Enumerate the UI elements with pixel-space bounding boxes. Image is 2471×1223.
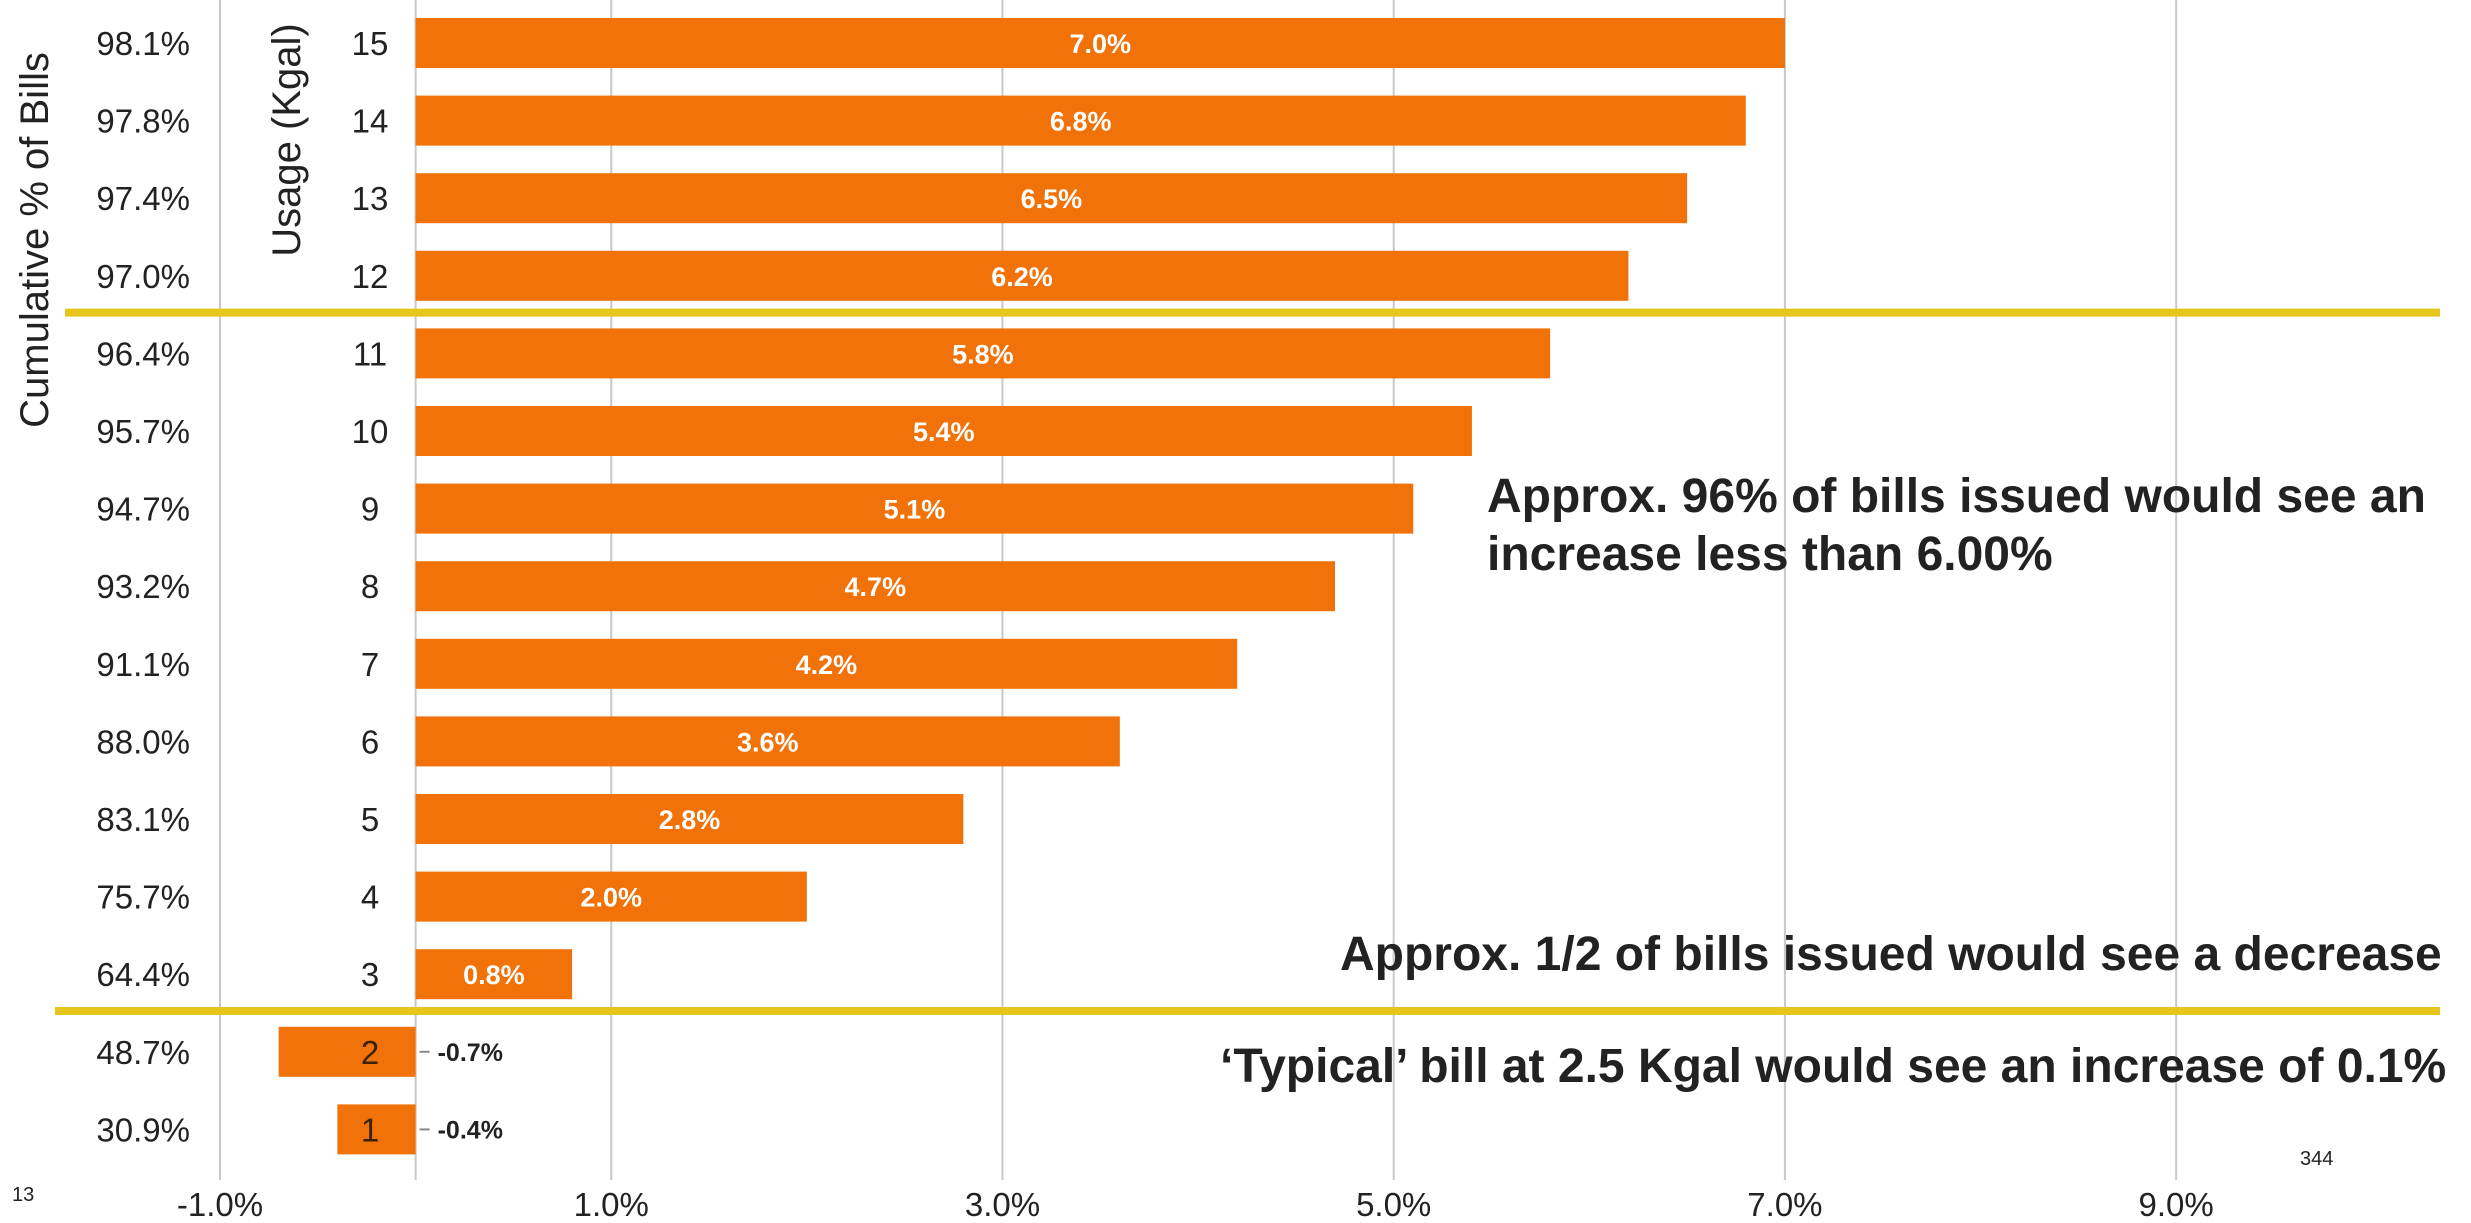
cumulative-pct-label: 94.7% [96, 491, 190, 528]
annotation-96-line2: increase less than 6.00% [1487, 528, 2053, 581]
usage-label: 12 [352, 258, 389, 295]
cumulative-pct-label: 97.0% [96, 258, 190, 295]
usage-label: 1 [361, 1111, 379, 1148]
labels: -1.0% 1.0% 3.0% 5.0% 7.0% 9.0%98.1% 15 7.0%97.8… [96, 25, 2213, 1223]
bar [415, 328, 1551, 379]
cumulative-pct-label: 95.7% [96, 413, 190, 450]
cumulative-pct-label: 97.8% [96, 103, 190, 140]
bars [278, 18, 1785, 1155]
usage-label: 11 [353, 335, 387, 372]
x-tick-label: 1.0% [574, 1186, 649, 1223]
bar [278, 1026, 416, 1077]
usage-axis-title: Usage (Kgal) [265, 23, 309, 256]
x-tick-label: 3.0% [965, 1186, 1040, 1223]
value-label: -0.7% [438, 1039, 503, 1067]
cumulative-pct-label: 83.1% [96, 801, 190, 838]
usage-label: 14 [352, 103, 389, 140]
cumulative-pct-label: 64.4% [96, 956, 190, 993]
x-tick-label: 7.0% [1747, 1186, 1822, 1223]
cumulative-pct-label: 93.2% [96, 568, 190, 605]
usage-label: 9 [361, 491, 379, 528]
usage-label: 2 [361, 1034, 379, 1071]
annotation-96-line1: Approx. 96% of bills issued would see an [1487, 470, 2426, 523]
usage-label: 6 [361, 723, 379, 760]
value-label: 0.8% [463, 960, 525, 990]
annotation-half-decrease: Approx. 1/2 of bills issued would see a … [1340, 928, 2442, 981]
cumulative-pct-label: 75.7% [96, 879, 190, 916]
value-label: 2.8% [659, 805, 721, 835]
cumulative-pct-label: 98.1% [96, 25, 190, 62]
bar [415, 250, 1629, 301]
usage-label: 4 [361, 879, 379, 916]
value-label: 7.0% [1069, 29, 1131, 59]
cumulative-pct-label: 48.7% [96, 1034, 190, 1071]
value-label: -0.4% [438, 1116, 503, 1144]
bar [415, 406, 1472, 456]
bar [415, 95, 1746, 146]
cumulative-pct-label: 88.0% [96, 723, 190, 760]
usage-label: 15 [352, 25, 389, 62]
value-label: 6.5% [1021, 184, 1083, 214]
bar [337, 1104, 416, 1155]
bar [415, 716, 1120, 767]
value-label: 4.7% [845, 572, 907, 602]
usage-label: 7 [361, 646, 379, 683]
bar [415, 561, 1336, 612]
value-label: 5.1% [884, 495, 946, 525]
x-tick-label: -1.0% [177, 1186, 263, 1223]
bar [415, 871, 807, 922]
value-label: 5.4% [913, 417, 975, 447]
usage-label: 13 [352, 180, 389, 217]
x-tick-label: 9.0% [2139, 1186, 2214, 1223]
value-label: 2.0% [580, 883, 642, 913]
x-tick-label: 5.0% [1356, 1186, 1431, 1223]
cumulative-pct-label: 96.4% [96, 335, 190, 372]
usage-label: 8 [361, 568, 379, 605]
page-number-left: 13 [12, 1184, 35, 1206]
annotation-typical-bill: ‘Typical’ bill at 2.5 Kgal would see an … [1220, 1040, 2447, 1093]
value-label: 6.2% [991, 262, 1053, 292]
bar [415, 949, 573, 1000]
bar [415, 483, 1414, 534]
bar [415, 638, 1238, 689]
value-label: 6.8% [1050, 107, 1112, 137]
cumulative-pct-label: 30.9% [96, 1111, 190, 1148]
bar [415, 794, 964, 844]
usage-label: 10 [352, 413, 389, 450]
annotation-96-percent: Approx. 96% of bills issued would see an… [1487, 468, 2426, 584]
cumulative-pct-axis-title: Cumulative % of Bills [13, 52, 57, 428]
value-label: 4.2% [796, 650, 858, 680]
page-number-right: 344 [2300, 1148, 2334, 1170]
usage-label: 5 [361, 801, 379, 838]
bar [415, 18, 1785, 68]
value-label: 3.6% [737, 727, 799, 757]
usage-label: 3 [361, 956, 379, 993]
threshold-lines [55, 308, 2440, 1015]
cumulative-pct-label: 97.4% [96, 180, 190, 217]
cumulative-pct-label: 91.1% [96, 646, 190, 683]
value-label: 5.8% [952, 339, 1014, 369]
bar [415, 173, 1688, 224]
